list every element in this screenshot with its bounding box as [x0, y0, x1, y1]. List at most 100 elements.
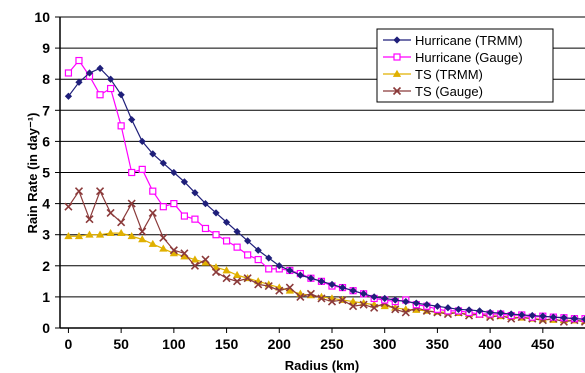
- y-axis-label: Rain Rate (in day⁻¹): [25, 113, 40, 234]
- legend-marker-ts-gauge: [392, 86, 402, 96]
- point-hurricane-gauge-0: [64, 69, 73, 77]
- point-ts-trmm-160: [232, 270, 242, 279]
- legend-entry-hurricane-trmm: Hurricane (TRMM): [383, 33, 523, 48]
- legend-box: [376, 28, 554, 103]
- x-tick-label-200: 200: [268, 336, 292, 352]
- point-ts-gauge-230: [306, 289, 315, 298]
- point-hurricane-trmm-10: [75, 78, 83, 86]
- point-hurricane-trmm-110: [180, 178, 189, 186]
- point-ts-trmm-30: [95, 230, 105, 238]
- axes: [55, 16, 585, 333]
- point-hurricane-trmm-370: [454, 305, 463, 313]
- point-ts-gauge-160: [233, 277, 242, 286]
- point-hurricane-trmm-350: [433, 302, 442, 310]
- point-hurricane-trmm-260: [338, 283, 347, 292]
- point-ts-trmm-20: [85, 230, 94, 238]
- point-hurricane-trmm-50: [117, 91, 125, 99]
- point-ts-gauge-70: [138, 227, 147, 236]
- point-ts-gauge-260: [338, 295, 347, 305]
- point-ts-gauge-250: [327, 297, 337, 306]
- y-tick-label-5: 5: [42, 165, 50, 181]
- point-hurricane-gauge-180: [254, 255, 262, 264]
- point-hurricane-trmm-150: [222, 218, 231, 226]
- point-ts-gauge-30: [95, 187, 105, 196]
- point-hurricane-trmm-40: [106, 75, 115, 83]
- point-ts-gauge-110: [180, 249, 189, 258]
- point-hurricane-trmm-240: [317, 277, 326, 285]
- point-ts-trmm-10: [74, 232, 84, 240]
- y-tick-label-8: 8: [42, 71, 50, 87]
- point-ts-gauge-220: [296, 292, 305, 301]
- point-ts-trmm-140: [211, 263, 221, 271]
- point-ts-trmm-150: [222, 266, 231, 274]
- point-ts-gauge-20: [85, 215, 94, 224]
- point-hurricane-trmm-420: [507, 310, 515, 318]
- point-hurricane-gauge-10: [75, 56, 83, 65]
- point-ts-gauge-90: [159, 233, 168, 242]
- point-ts-gauge-150: [222, 274, 231, 283]
- point-ts-gauge-10: [74, 187, 84, 196]
- point-hurricane-trmm-390: [475, 307, 484, 315]
- point-ts-gauge-280: [359, 300, 368, 309]
- point-hurricane-trmm-200: [275, 262, 283, 270]
- point-hurricane-trmm-80: [149, 150, 157, 158]
- point-ts-trmm-0: [64, 232, 73, 240]
- point-hurricane-trmm-450: [539, 312, 547, 320]
- point-ts-gauge-240: [317, 294, 326, 303]
- point-hurricane-gauge-110: [180, 212, 188, 220]
- point-ts-gauge-270: [349, 302, 358, 311]
- point-hurricane-trmm-490: [581, 315, 585, 323]
- point-ts-trmm-70: [138, 235, 147, 243]
- point-hurricane-trmm-380: [465, 306, 473, 314]
- y-tick-label-10: 10: [34, 9, 50, 25]
- point-ts-trmm-50: [117, 228, 126, 237]
- point-ts-gauge-60: [127, 199, 136, 208]
- legend-entry-ts-trmm: TS (TRMM): [383, 67, 483, 82]
- point-ts-gauge-100: [169, 246, 178, 255]
- point-hurricane-trmm-170: [244, 237, 252, 245]
- point-hurricane-trmm-320: [402, 297, 410, 306]
- y-tick-label-3: 3: [42, 227, 50, 243]
- point-hurricane-gauge-170: [244, 251, 252, 259]
- x-tick-label-400: 400: [478, 336, 502, 352]
- point-ts-trmm-40: [106, 228, 115, 237]
- point-ts-gauge-120: [190, 261, 200, 270]
- point-hurricane-trmm-290: [370, 293, 378, 301]
- point-hurricane-gauge-100: [170, 200, 178, 208]
- point-hurricane-trmm-160: [233, 227, 241, 236]
- legend-marker-ts-trmm: [392, 69, 402, 77]
- point-hurricane-trmm-460: [549, 313, 557, 321]
- point-hurricane-trmm-60: [128, 116, 136, 124]
- point-hurricane-trmm-280: [359, 290, 368, 298]
- x-tick-label-250: 250: [320, 336, 344, 352]
- x-tick-label-100: 100: [162, 336, 186, 352]
- point-hurricane-gauge-40: [107, 84, 115, 93]
- point-hurricane-trmm-210: [286, 266, 294, 275]
- point-ts-gauge-200: [275, 286, 284, 295]
- point-hurricane-trmm-440: [528, 311, 536, 320]
- point-hurricane-trmm-410: [497, 309, 505, 317]
- legend-marker-hurricane-gauge: [393, 53, 401, 61]
- point-ts-gauge-210: [285, 283, 294, 292]
- x-tick-labels: 0 50 100 150 200 250 300 350 400 450: [65, 336, 555, 352]
- point-hurricane-gauge-80: [149, 187, 157, 195]
- point-hurricane-gauge-60: [128, 168, 136, 177]
- series-hurricane-trmm: [64, 64, 585, 323]
- point-hurricane-trmm-330: [412, 299, 420, 307]
- point-ts-gauge-320: [401, 308, 410, 317]
- point-ts-gauge-180: [254, 280, 263, 289]
- point-ts-gauge-170: [243, 274, 252, 283]
- legend-entry-ts-gauge: TS (Gauge): [383, 84, 483, 99]
- y-tick-label-2: 2: [42, 258, 50, 274]
- point-hurricane-trmm-20: [85, 69, 94, 77]
- point-ts-gauge-140: [211, 267, 221, 277]
- point-ts-gauge-130: [201, 255, 210, 264]
- point-hurricane-trmm-90: [159, 159, 167, 167]
- x-tick-label-150: 150: [215, 336, 239, 352]
- point-hurricane-trmm-300: [381, 294, 389, 303]
- point-hurricane-trmm-250: [328, 280, 336, 289]
- point-ts-trmm-60: [127, 232, 136, 240]
- legend-label-ts-trmm: TS (TRMM): [415, 67, 483, 82]
- point-hurricane-trmm-340: [423, 301, 431, 309]
